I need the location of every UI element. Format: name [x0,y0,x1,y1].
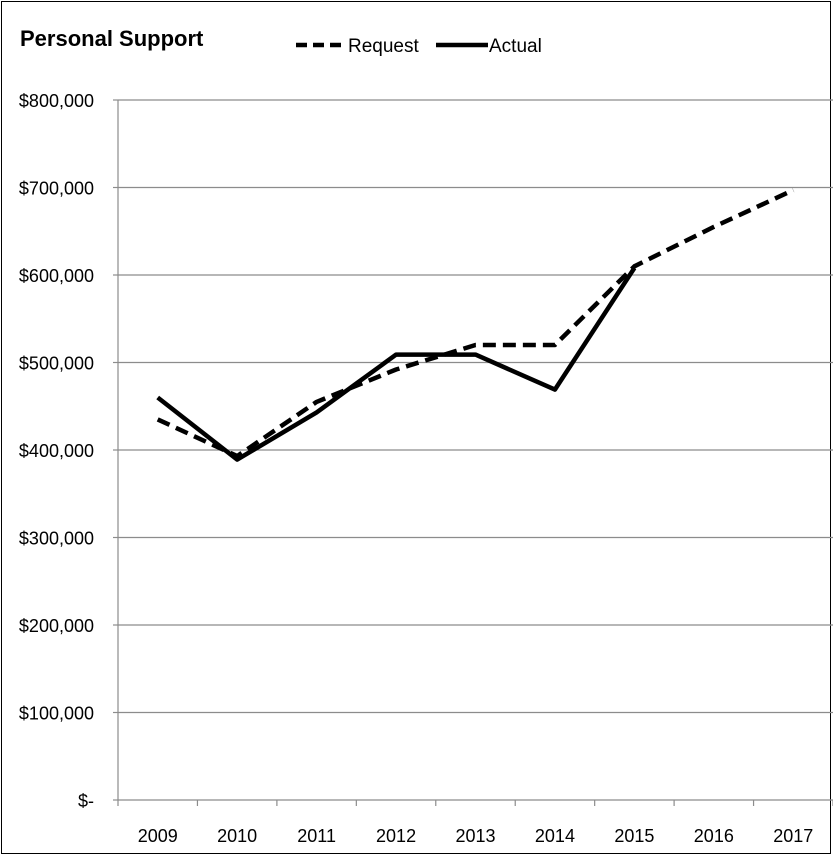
y-tick-label: $- [78,791,94,811]
x-tick-label: 2013 [455,826,495,846]
x-tick-label: 2014 [535,826,575,846]
x-tick-label: 2011 [297,826,336,846]
y-tick-label: $700,000 [19,179,94,199]
y-tick-label: $400,000 [19,441,94,461]
y-tick-label: $800,000 [19,91,94,111]
x-axis-labels: 2009 2010 2011 2012 2013 2014 2015 2016 2017 [138,826,814,846]
legend-label-actual: Actual [489,36,542,57]
x-tick-label: 2010 [217,826,257,846]
series-lines [156,188,795,462]
y-tick-label: $200,000 [19,616,94,636]
y-tick-label: $500,000 [19,354,94,374]
x-tick-label: 2017 [773,826,813,846]
y-tick-label: $300,000 [19,529,94,549]
legend-label-request: Request [348,36,419,57]
x-tick-label: 2016 [694,826,734,846]
chart-title: Personal Support [20,26,204,51]
gridlines [118,99,833,714]
y-tick-label: $100,000 [19,704,94,724]
y-tick-label: $600,000 [19,266,94,286]
y-axis-labels: $- $100,000 $200,000 $300,000 $400,000 $500,0… [19,91,94,811]
x-tick-label: 2015 [614,826,654,846]
series-line-request [156,188,795,459]
legend: Request Actual [296,36,542,57]
axes [113,99,833,806]
x-tick-label: 2009 [138,826,178,846]
series-line-actual [156,266,637,462]
x-tick-label: 2012 [376,826,416,846]
